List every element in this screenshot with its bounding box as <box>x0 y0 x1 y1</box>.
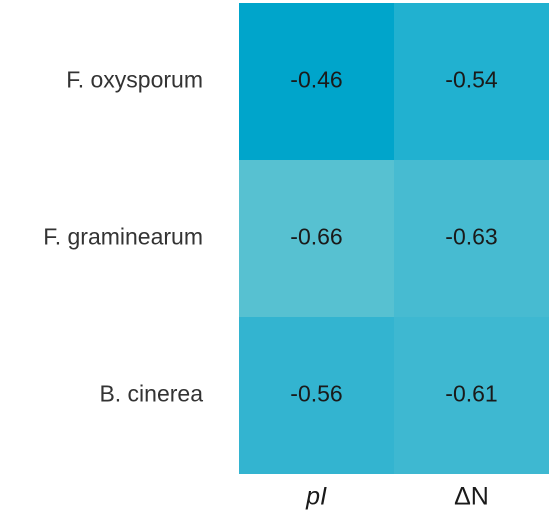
cell-value-label: -0.63 <box>445 224 497 250</box>
heatmap-cell <box>239 3 394 160</box>
cell-value-label: -0.66 <box>290 224 342 250</box>
column-label: ΔN <box>454 483 489 511</box>
cell-value-label: -0.54 <box>445 67 498 93</box>
cell-value-label: -0.56 <box>290 381 342 407</box>
column-label: pI <box>305 483 327 511</box>
heatmap-cells <box>239 3 549 474</box>
row-label: F. graminearum <box>43 224 203 250</box>
heatmap-cell <box>394 3 549 160</box>
heatmap-cell <box>394 317 549 474</box>
heatmap-cell <box>239 317 394 474</box>
cell-value-label: -0.61 <box>445 381 497 407</box>
heatmap-column-labels: pI ΔN <box>305 483 489 511</box>
heatmap-cell <box>239 160 394 317</box>
heatmap-row-labels: F. oxysporum F. graminearum B. cinerea <box>43 67 203 407</box>
cell-value-label: -0.46 <box>290 67 342 93</box>
heatmap-cell-labels: -0.46 -0.54 -0.66 -0.63 -0.56 -0.61 <box>290 67 498 407</box>
row-label: F. oxysporum <box>66 67 203 93</box>
heatmap-cell <box>394 160 549 317</box>
row-label: B. cinerea <box>99 381 203 407</box>
